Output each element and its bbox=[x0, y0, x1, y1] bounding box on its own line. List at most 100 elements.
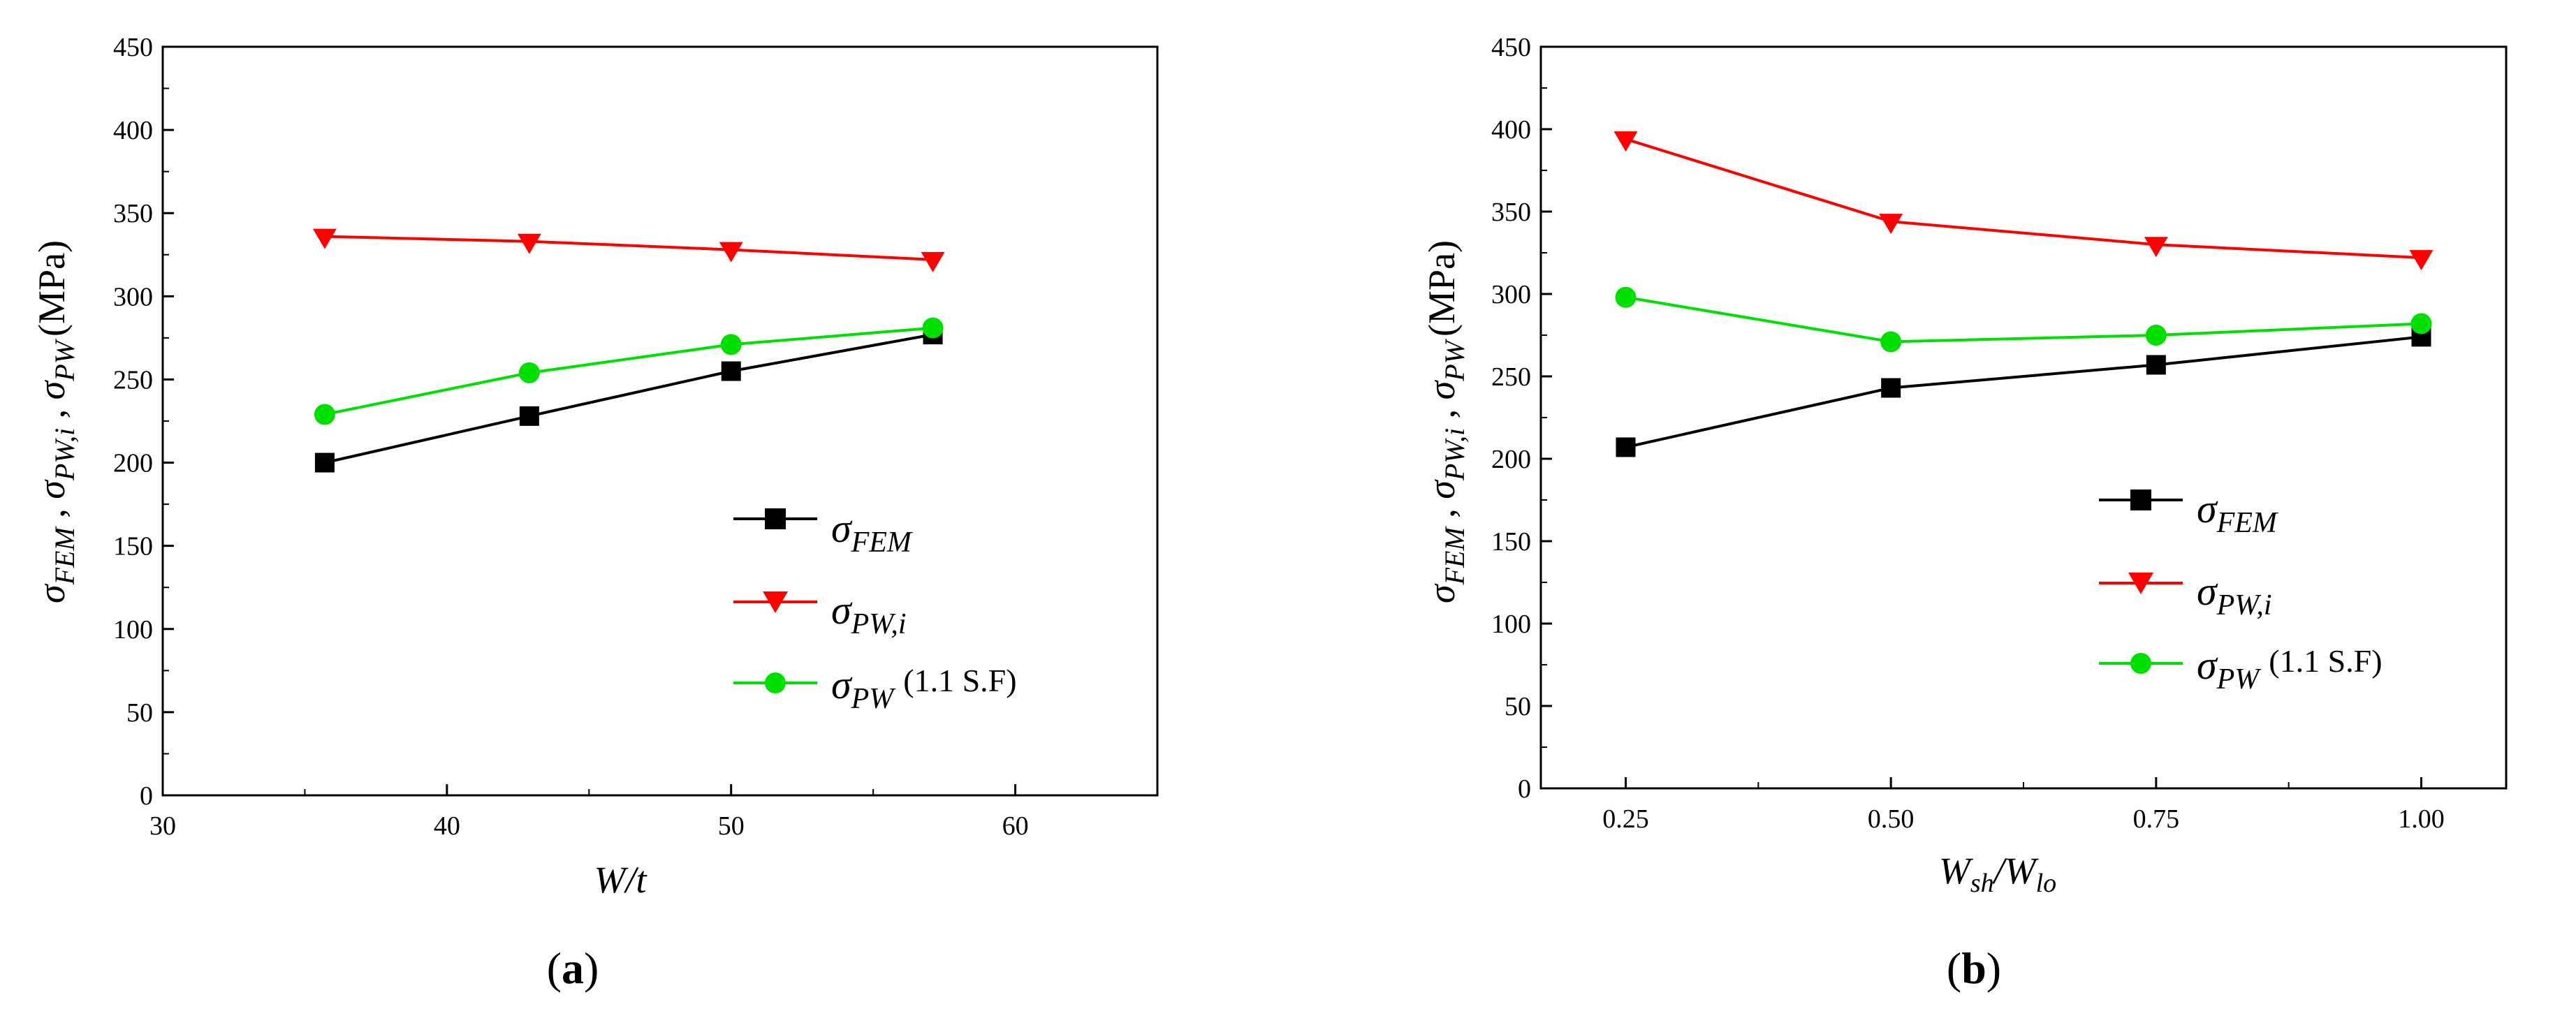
y-axis-ticks: 0 50 100 150 200 250 300 350 400 450 bbox=[113, 33, 174, 811]
ylabel-sub-pw: PW bbox=[1439, 338, 1470, 381]
y-tick-label: 200 bbox=[113, 449, 153, 478]
x-tick-label: 60 bbox=[1002, 811, 1029, 841]
y-tick-label: 200 bbox=[1491, 445, 1531, 474]
chart-panel-b: 0 50 100 150 200 250 300 350 400 450 0.25 0.50 0.75… bbox=[1421, 33, 2508, 993]
ylabel-sigma-3: σ bbox=[31, 379, 73, 399]
y-tick-label: 450 bbox=[113, 33, 153, 62]
y-tick-label: 150 bbox=[113, 532, 153, 561]
y-tick-label: 400 bbox=[1491, 115, 1531, 145]
legend-sigma: σ bbox=[831, 587, 853, 633]
caption-open: ( bbox=[547, 943, 562, 993]
y-tick-label: 350 bbox=[1491, 198, 1531, 227]
legend-sigma: σ bbox=[2197, 642, 2218, 688]
x-tick-label: 0.75 bbox=[2133, 804, 2180, 834]
data-point-square bbox=[721, 361, 741, 381]
y-tick-label: 150 bbox=[1491, 527, 1531, 557]
caption-close: ) bbox=[1986, 943, 2001, 993]
data-point-circle bbox=[518, 362, 540, 383]
x-tick-label: 40 bbox=[434, 811, 460, 841]
ylabel-sigma-1: σ bbox=[31, 583, 73, 603]
x-tick-label: 0.50 bbox=[1868, 804, 1915, 834]
legend-subscript: PW bbox=[851, 683, 897, 715]
legend-sigma: σ bbox=[2197, 568, 2218, 614]
y-tick-label: 0 bbox=[1518, 774, 1531, 804]
legend-marker-pwi bbox=[763, 591, 788, 613]
legend-extra: (1.1 S.F) bbox=[2269, 643, 2382, 679]
x-axis-ticks: 0.25 0.50 0.75 1.00 bbox=[1602, 777, 2445, 834]
data-point-circle bbox=[922, 317, 944, 339]
legend-subscript: FEM bbox=[851, 527, 913, 559]
xlabel-sub2: lo bbox=[2036, 869, 2057, 898]
ylabel-sub-fem: FEM bbox=[49, 526, 80, 586]
legend-label-fem: σFEM bbox=[831, 506, 913, 559]
data-point-circle bbox=[314, 404, 335, 425]
y-tick-label: 50 bbox=[126, 698, 153, 728]
y-axis-ticks: 0 50 100 150 200 250 300 350 400 450 bbox=[1491, 33, 1552, 804]
x-axis-title: Wsh/Wlo bbox=[1939, 850, 2056, 898]
series-line-2 bbox=[324, 326, 933, 416]
legend-marker-pwi bbox=[2128, 573, 2153, 594]
x-tick-label: 50 bbox=[718, 811, 745, 841]
data-point-circle bbox=[1615, 286, 1637, 308]
y-tick-label: 300 bbox=[113, 282, 153, 311]
series-line-0 bbox=[324, 333, 933, 464]
legend-entry-pwi: σPW,i bbox=[2099, 568, 2272, 621]
ylabel-sigma-2: σ bbox=[31, 479, 73, 499]
data-point-triangle bbox=[921, 251, 945, 272]
ylabel-sub-fem: FEM bbox=[1439, 526, 1470, 586]
data-point-triangle bbox=[1613, 131, 1638, 152]
series-lines bbox=[1625, 138, 2422, 449]
caption-letter: a bbox=[562, 943, 584, 993]
ylabel-separator: , bbox=[31, 499, 73, 528]
data-point-circle bbox=[2145, 325, 2167, 346]
data-point-circle bbox=[2410, 313, 2432, 334]
series-line-1 bbox=[324, 235, 933, 261]
legend-sigma: σ bbox=[831, 662, 853, 707]
x-tick-label: 30 bbox=[149, 811, 176, 841]
y-tick-label: 250 bbox=[113, 365, 153, 395]
series-line-2 bbox=[1625, 295, 2422, 344]
legend-entry-fem: σFEM bbox=[2099, 486, 2278, 539]
legend-label-pw: σPW(1.1 S.F) bbox=[2197, 642, 2383, 695]
legend-sigma: σ bbox=[831, 506, 853, 551]
ylabel-separator: , bbox=[1421, 499, 1463, 528]
ylabel-sigma-2: σ bbox=[1421, 479, 1463, 499]
y-tick-label: 50 bbox=[1505, 692, 1531, 721]
legend-subscript: PW bbox=[2216, 663, 2262, 695]
series-markers bbox=[312, 228, 945, 473]
data-point-triangle bbox=[312, 228, 337, 249]
series-markers bbox=[1613, 131, 2434, 457]
y-tick-label: 450 bbox=[1491, 33, 1531, 62]
series-line-1 bbox=[1625, 138, 2422, 260]
caption-close: ) bbox=[584, 943, 599, 993]
data-point-triangle bbox=[2144, 237, 2168, 258]
legend-label-pw: σPW(1.1 S.F) bbox=[831, 662, 1017, 715]
data-point-triangle bbox=[719, 242, 743, 263]
data-point-square bbox=[2146, 355, 2166, 375]
x-axis-title: W/t bbox=[594, 859, 648, 901]
caption-open: ( bbox=[1947, 943, 1961, 993]
x-tick-label: 0.25 bbox=[1602, 804, 1649, 834]
y-tick-label: 350 bbox=[113, 199, 153, 228]
data-point-square bbox=[1881, 378, 1901, 398]
ylabel-unit: (MPa) bbox=[1421, 240, 1463, 337]
xlabel-w1: W bbox=[1939, 850, 1974, 892]
ylabel-sub-pw: PW bbox=[49, 338, 80, 381]
ylabel-separator: , bbox=[31, 399, 73, 428]
panel-caption: (a) bbox=[547, 943, 599, 993]
series-lines bbox=[324, 235, 933, 464]
data-point-circle bbox=[1880, 331, 1902, 353]
ylabel-sigma-3: σ bbox=[1421, 379, 1463, 399]
panel-caption: (b) bbox=[1947, 943, 2001, 993]
y-tick-label: 300 bbox=[1491, 280, 1531, 309]
y-tick-label: 400 bbox=[113, 116, 153, 145]
legend-entry-pw: σPW(1.1 S.F) bbox=[2099, 642, 2383, 695]
x-tick-label: 1.00 bbox=[2398, 804, 2445, 834]
data-point-triangle bbox=[517, 233, 541, 254]
ylabel-separator: , bbox=[1421, 399, 1463, 428]
legend-subscript: PW,i bbox=[2216, 589, 2272, 621]
ylabel-sub-pwi: PW,i bbox=[49, 428, 80, 481]
ylabel-sigma-1: σ bbox=[1421, 583, 1463, 603]
